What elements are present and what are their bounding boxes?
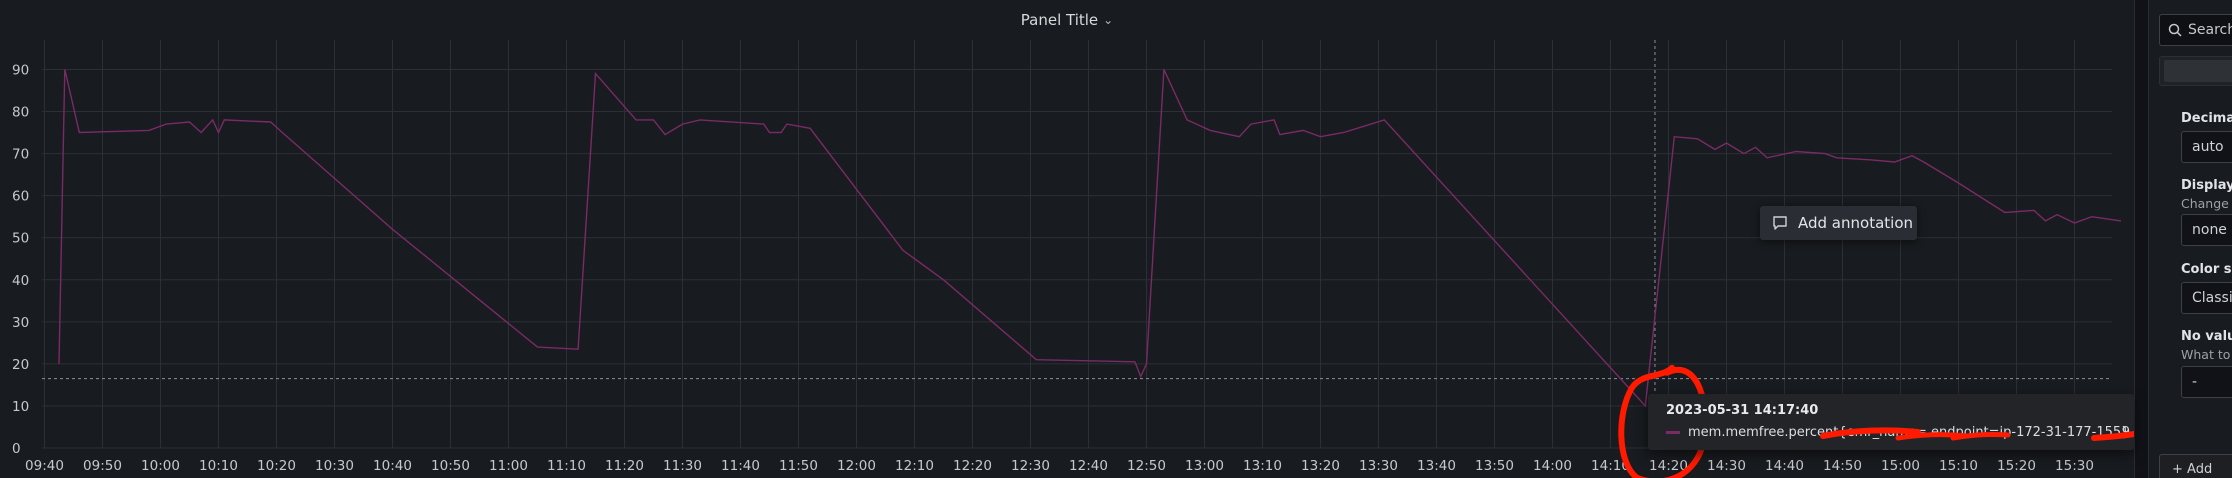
y-tick-label: 90: [12, 62, 29, 78]
panel-title: Panel Title: [1020, 11, 1099, 29]
x-tick-label: 09:40: [25, 458, 64, 474]
y-tick-label: 80: [12, 105, 29, 121]
x-tick-label: 11:30: [663, 458, 702, 474]
display-name-description: Change t: [2181, 196, 2232, 211]
x-tick-label: 10:00: [141, 458, 180, 474]
tooltip-value: 9: [2121, 425, 2130, 440]
options-tab-bar[interactable]: [2159, 56, 2232, 86]
y-tick-label: 30: [12, 315, 29, 331]
x-tick-label: 09:50: [83, 458, 122, 474]
graph-panel: Panel Title ⌄ 0 10 20 30 40 50 60 70 80 90 09:40 09…: [0, 0, 2135, 478]
x-tick-label: 11:10: [547, 458, 586, 474]
comment-icon: [1773, 216, 1787, 230]
search-placeholder: Search: [2188, 22, 2232, 38]
x-tick-label: 11:50: [779, 458, 818, 474]
x-tick-label: 13:50: [1475, 458, 1514, 474]
no-value-label: No value: [2181, 329, 2232, 344]
x-tick-label: 15:30: [2055, 458, 2094, 474]
x-tick-label: 13:10: [1243, 458, 1282, 474]
x-tick-label: 14:40: [1765, 458, 1804, 474]
options-search-input[interactable]: Search: [2159, 14, 2232, 46]
y-tick-label: 60: [12, 189, 29, 205]
no-value-description: What to s: [2181, 347, 2232, 362]
x-tick-label: 13:30: [1359, 458, 1398, 474]
hover-tooltip: 2023-05-31 14:17:40 mem.memfree.percent{…: [1648, 394, 2134, 450]
options-pane: Search Decimals auto Display n Change t …: [2148, 0, 2232, 478]
add-override-button[interactable]: + Add: [2159, 454, 2232, 478]
add-annotation-label: Add annotation: [1798, 214, 1913, 232]
x-tick-label: 12:50: [1127, 458, 1166, 474]
display-name-input[interactable]: none: [2181, 214, 2232, 246]
x-tick-label: 10:30: [315, 458, 354, 474]
x-tick-label: 14:20: [1649, 458, 1688, 474]
x-tick-label: 11:20: [605, 458, 644, 474]
x-tick-label: 11:40: [721, 458, 760, 474]
y-tick-label: 10: [12, 399, 29, 415]
series-color-swatch: [1666, 431, 1680, 434]
x-tick-label: 13:00: [1185, 458, 1224, 474]
color-scheme-label: Color sch: [2181, 262, 2232, 277]
tooltip-series-label: mem.memfree.percent{emr_name= endpoint=i…: [1688, 425, 2130, 440]
x-tick-label: 15:10: [1939, 458, 1978, 474]
y-tick-label: 20: [12, 357, 29, 373]
x-tick-label: 14:30: [1707, 458, 1746, 474]
x-tick-label: 13:20: [1301, 458, 1340, 474]
x-tick-label: 15:20: [1997, 458, 2036, 474]
chevron-down-icon: ⌄: [1103, 13, 1114, 27]
y-tick-label: 50: [12, 231, 29, 247]
x-tick-label: 10:40: [373, 458, 412, 474]
options-tab-active[interactable]: [2164, 60, 2232, 82]
x-tick-label: 15:00: [1881, 458, 1920, 474]
x-tick-label: 13:40: [1417, 458, 1456, 474]
y-tick-label: 70: [12, 147, 29, 163]
panel-title-menu[interactable]: Panel Title ⌄: [1021, 11, 1113, 29]
x-tick-label: 14:10: [1591, 458, 1630, 474]
y-tick-label: 0: [12, 441, 21, 457]
x-tick-label: 11:00: [489, 458, 528, 474]
x-tick-label: 14:50: [1823, 458, 1862, 474]
display-name-label: Display n: [2181, 178, 2232, 193]
x-tick-label: 10:50: [431, 458, 470, 474]
x-tick-label: 12:00: [837, 458, 876, 474]
x-tick-label: 12:10: [895, 458, 934, 474]
add-annotation-button[interactable]: Add annotation: [1760, 206, 1917, 240]
color-scheme-select[interactable]: Classic: [2181, 282, 2232, 314]
x-tick-label: 12:30: [1011, 458, 1050, 474]
x-tick-label: 14:00: [1533, 458, 1572, 474]
x-tick-label: 12:40: [1069, 458, 1108, 474]
series-line: [58, 69, 2122, 408]
y-tick-label: 40: [12, 273, 29, 289]
decimals-label: Decimals: [2181, 111, 2232, 126]
search-icon: [2168, 23, 2182, 37]
x-tick-label: 10:10: [199, 458, 238, 474]
tooltip-series-row: mem.memfree.percent{emr_name= endpoint=i…: [1666, 425, 2129, 440]
time-series-chart[interactable]: 0 10 20 30 40 50 60 70 80 90 09:40 09:50 10:00 10:10 1…: [0, 40, 2134, 478]
no-value-input[interactable]: -: [2181, 366, 2232, 398]
decimals-input[interactable]: auto: [2181, 131, 2232, 163]
tooltip-time: 2023-05-31 14:17:40: [1666, 403, 1819, 418]
x-tick-label: 12:20: [953, 458, 992, 474]
x-tick-label: 10:20: [257, 458, 296, 474]
panel-header: Panel Title ⌄: [0, 0, 2134, 40]
